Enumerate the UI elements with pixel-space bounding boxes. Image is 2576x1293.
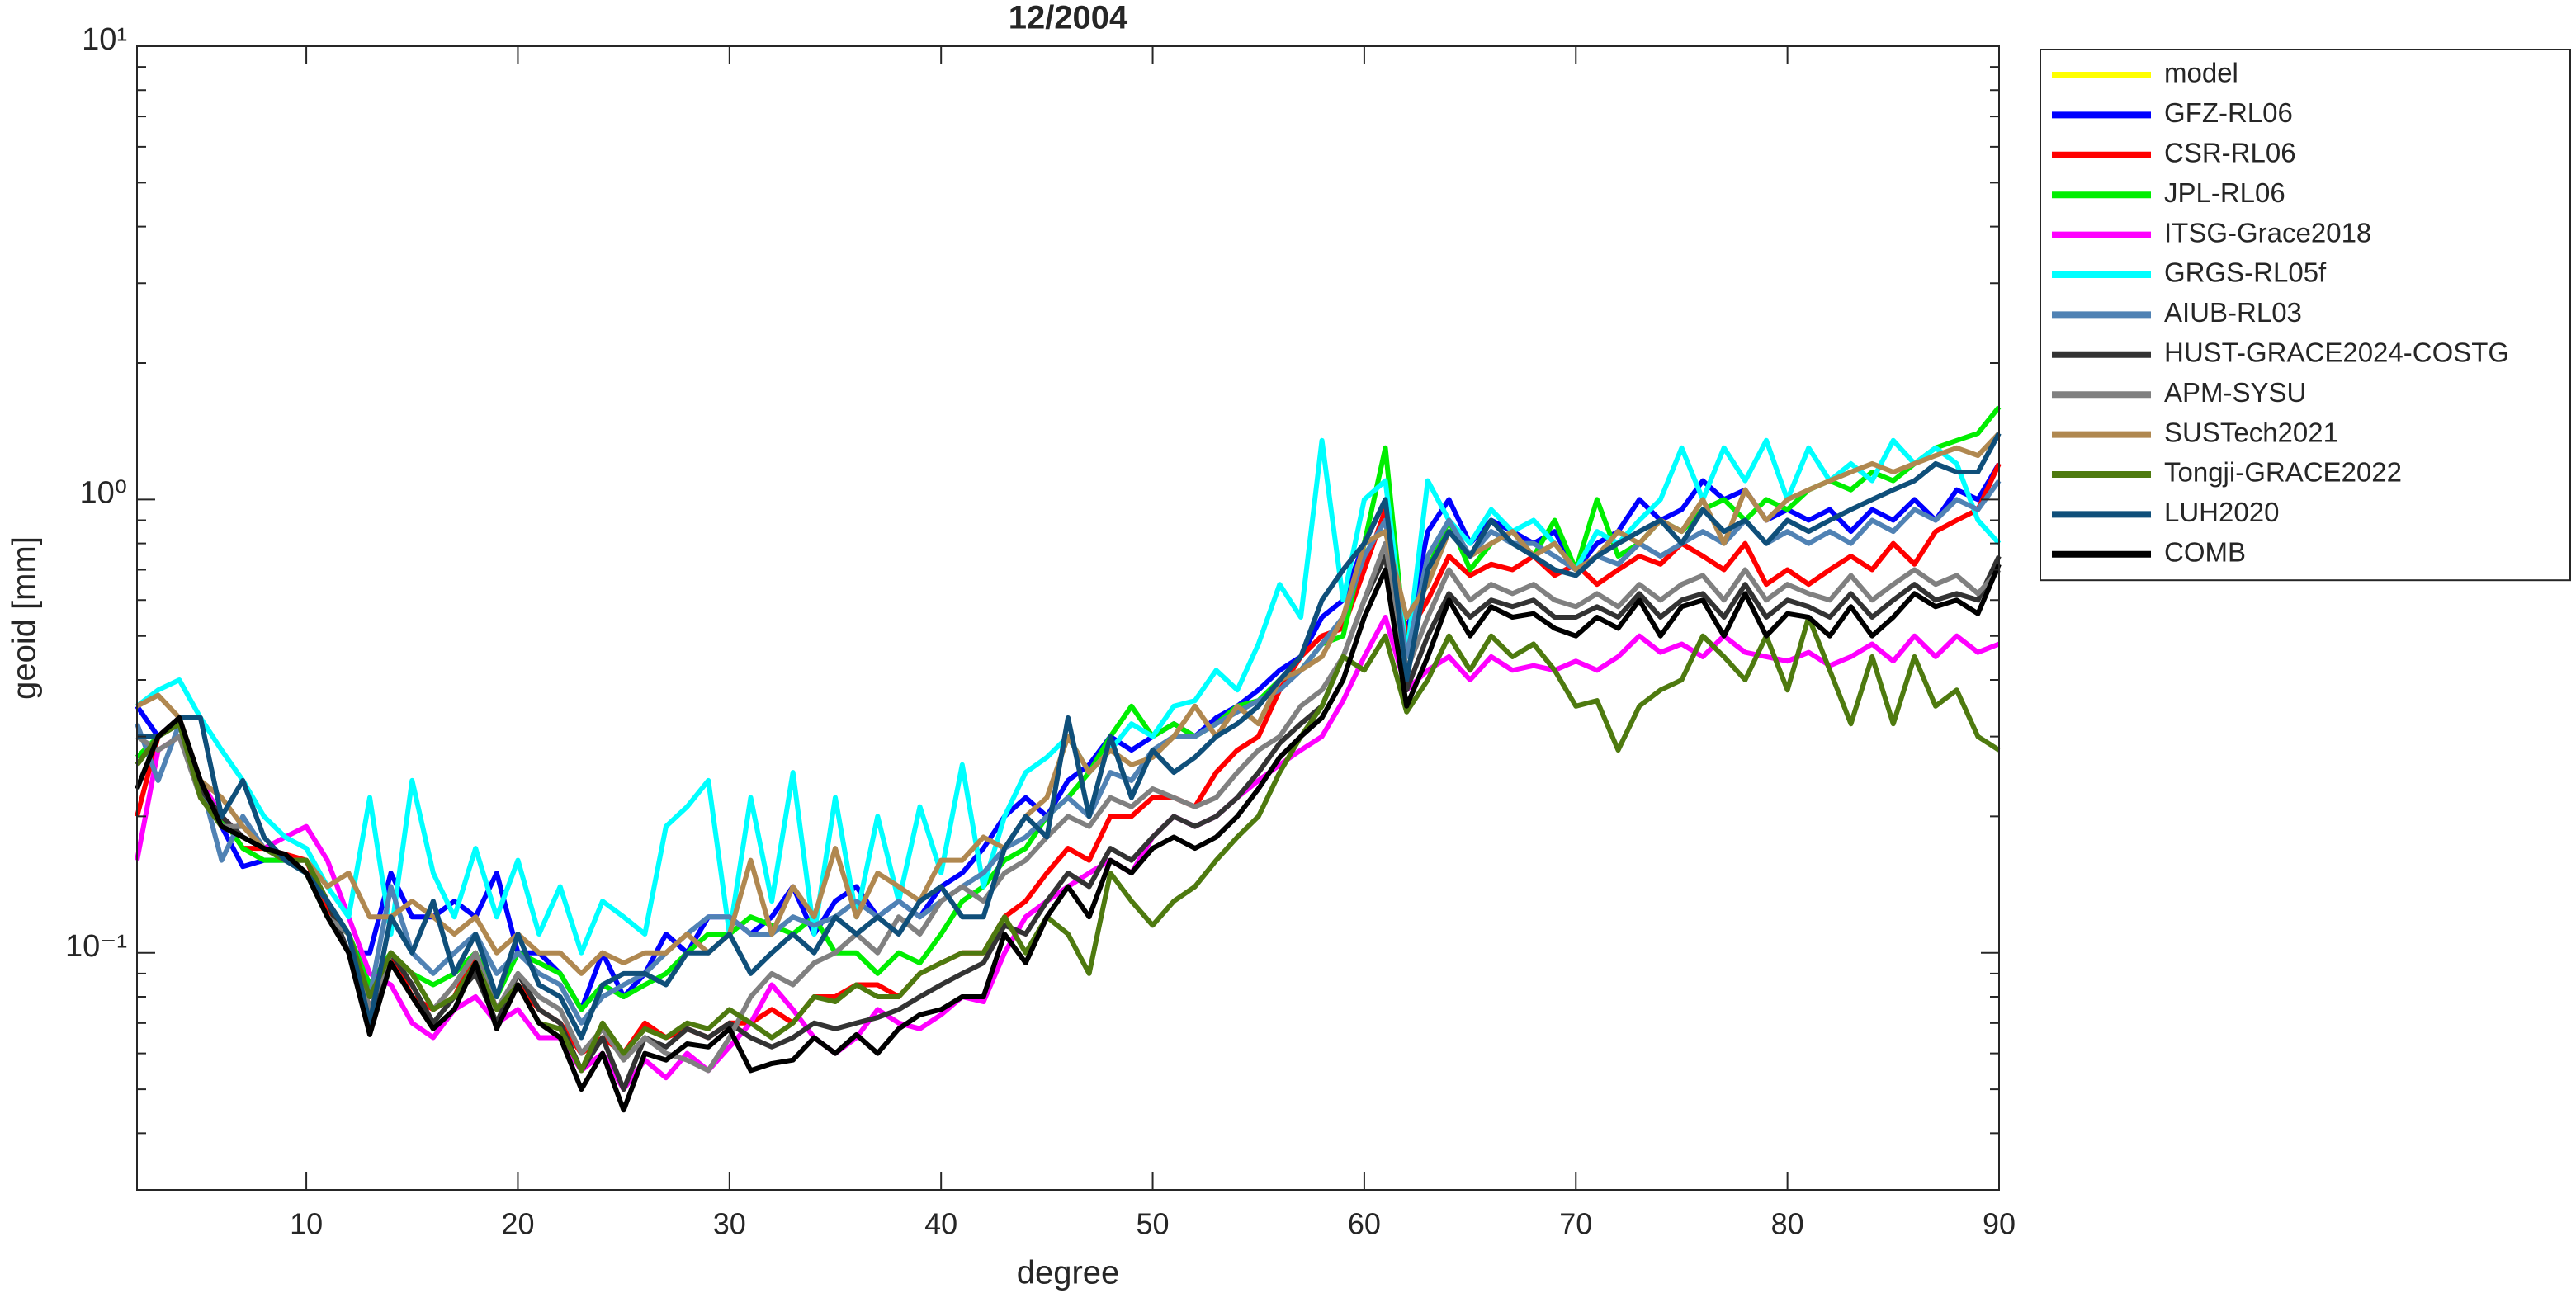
legend-label: ITSG-Grace2018: [2164, 217, 2371, 248]
x-tick-label: 20: [501, 1207, 534, 1241]
x-tick-label: 30: [713, 1207, 746, 1241]
legend-label: APM-SYSU: [2164, 377, 2306, 408]
y-tick-label: 10¹: [82, 22, 127, 57]
series-line: [135, 615, 2001, 1074]
x-tick-label: 70: [1559, 1207, 1592, 1241]
x-axis-label: degree: [1017, 1255, 1120, 1291]
x-tick-label: 60: [1348, 1207, 1381, 1241]
series-line: [135, 479, 2002, 1026]
legend-label: JPL-RL06: [2164, 177, 2285, 208]
series-line: [135, 540, 2002, 1074]
legend-label: HUST-GRACE2024-COSTG: [2164, 337, 2509, 368]
legend-label: CSR-RL06: [2164, 138, 2296, 168]
x-tick-label: 90: [1983, 1207, 2016, 1241]
y-axis-label: geoid [mm]: [7, 536, 43, 700]
legend-label: LUH2020: [2164, 497, 2279, 527]
y-tick-label: 10⁻¹: [65, 929, 127, 964]
legend-label: SUSTech2021: [2164, 417, 2338, 447]
legend-label: model: [2164, 58, 2238, 88]
x-tick-label: 50: [1137, 1207, 1170, 1241]
x-tick-label: 10: [290, 1207, 323, 1241]
chart-title: 12/2004: [1009, 0, 1128, 36]
x-tick-label: 80: [1771, 1207, 1804, 1241]
legend-label: AIUB-RL03: [2164, 297, 2302, 328]
legend-label: GRGS-RL05f: [2164, 257, 2327, 288]
series-line: [135, 432, 2002, 976]
series-line: [135, 563, 2002, 1113]
series-line: [137, 432, 2002, 1041]
y-tick-label: 10⁰: [79, 475, 127, 510]
legend-label: COMB: [2164, 537, 2246, 568]
axes-box: [136, 45, 2000, 1191]
legend-label: Tongji-GRACE2022: [2164, 457, 2402, 488]
x-tick-label: 40: [924, 1207, 957, 1241]
series-line: [135, 554, 2002, 1092]
legend-label: GFZ-RL06: [2164, 97, 2293, 128]
